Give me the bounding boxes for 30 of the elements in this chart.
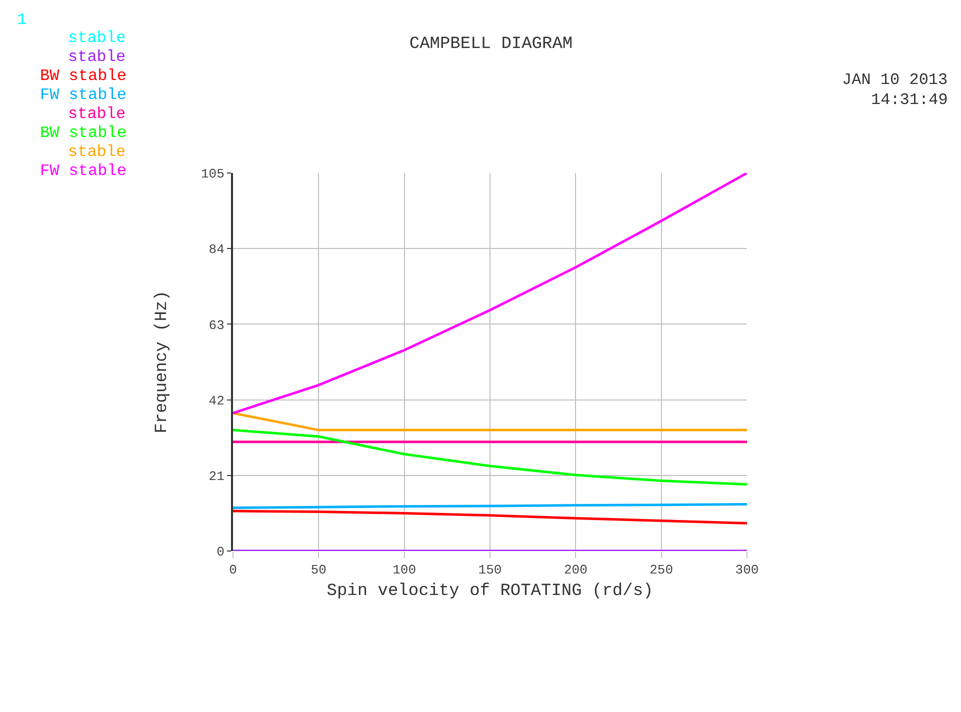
y-tick-label: 63	[208, 318, 224, 333]
text: 1	[17, 11, 27, 29]
line-series	[233, 173, 747, 414]
text: BW stable	[40, 124, 126, 142]
y-tick-label: 21	[208, 468, 225, 484]
x-tick-label: 150	[478, 562, 502, 578]
text: 14:31:49	[871, 91, 948, 109]
text: BW stable	[40, 67, 126, 85]
legend-label: stable	[68, 29, 126, 47]
x-tick-label: 200	[564, 562, 588, 578]
y-tick-label: 0	[216, 544, 224, 560]
x-tick-label: 100	[392, 562, 416, 578]
text: stable	[68, 105, 126, 123]
x-tick-label: 50	[310, 562, 326, 578]
chart-title: CAMPBELL DIAGRAM	[409, 34, 573, 54]
x-axis-title: Spin velocity of ROTATING (rd/s)	[326, 582, 654, 601]
line-series	[233, 510, 747, 525]
y-tick-label: 42	[208, 393, 224, 408]
y-tick-label: 105	[200, 166, 224, 182]
y-axis-title: Frequency (Hz)	[153, 290, 172, 434]
text: stable	[68, 143, 126, 161]
y-tick-label: 84	[208, 242, 225, 258]
x-tick-label: 250	[650, 562, 674, 578]
x-tick-label: 0	[229, 562, 237, 578]
text: stable	[68, 48, 126, 66]
text: JAN 10 2013	[842, 71, 948, 89]
text: FW stable	[40, 86, 126, 104]
line-series	[233, 428, 747, 486]
text: FW stable	[40, 162, 126, 180]
x-tick-label: 300	[735, 562, 759, 578]
